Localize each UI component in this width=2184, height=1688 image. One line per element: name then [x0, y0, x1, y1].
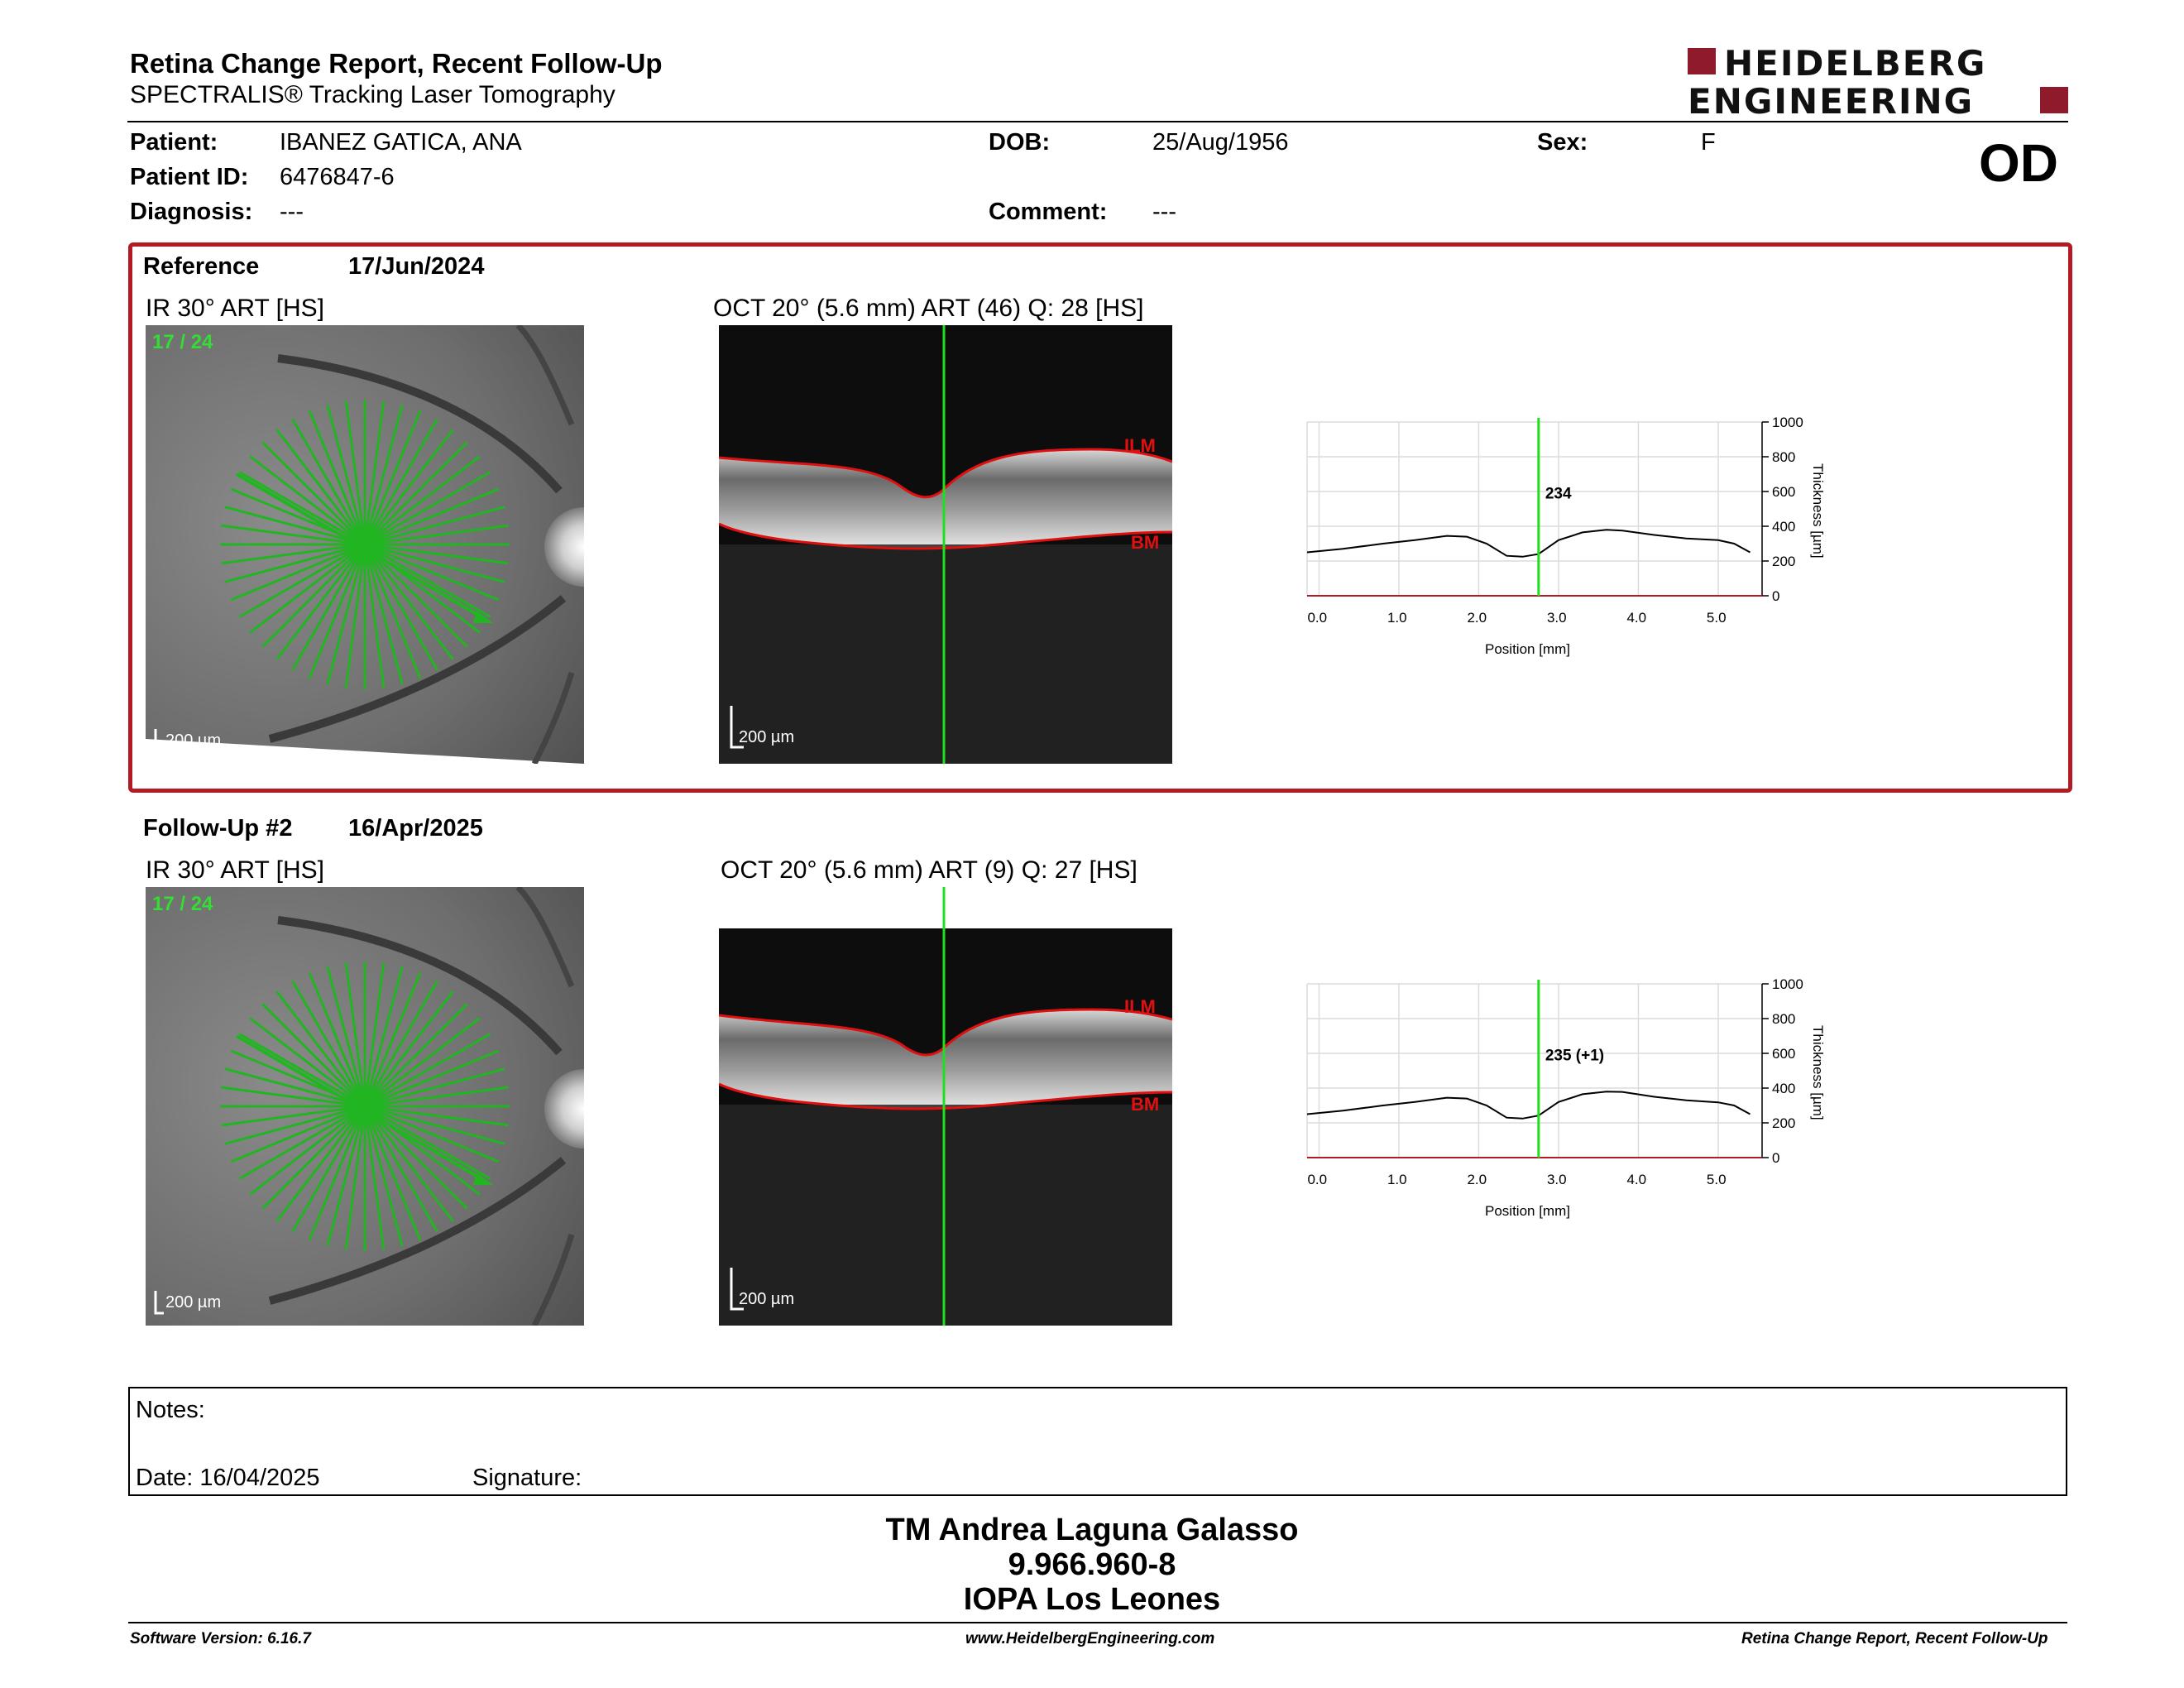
eye-indicator: OD [1979, 133, 2058, 193]
reference-thickness-chart: 1000 800 600 400 200 0 0.0 1.0 2.0 3.0 4.0 5.0 234 Po… [1291, 410, 1853, 674]
y-tick-label: 600 [1772, 484, 1795, 500]
y-tick-label: 1000 [1772, 415, 1803, 430]
x-tick-label: 0.0 [1307, 1172, 1327, 1187]
y-tick-label: 400 [1772, 519, 1795, 535]
reference-ir-scalebar: 200 µm [165, 731, 221, 750]
reference-oct-scalebar: 200 µm [739, 728, 794, 746]
notes-box [128, 1387, 2067, 1496]
x-tick-label: 3.0 [1547, 610, 1567, 626]
patient-id-label: Patient ID: [130, 164, 249, 190]
radial-scan-lines [220, 961, 510, 1251]
cursor-value-label: 234 [1545, 485, 1572, 502]
reference-oct-title: OCT 20° (5.6 mm) ART (46) Q: 28 [HS] [713, 295, 1144, 322]
cursor-value-label: 235 (+1) [1545, 1047, 1604, 1064]
scan-line [221, 524, 509, 565]
y-tick-label: 400 [1772, 1081, 1795, 1096]
reference-ir-image: 17 / 24 200 µm [146, 325, 584, 764]
sex-value: F [1701, 129, 1716, 156]
heidelberg-logo: HEIDELBERG ENGINEERING [1688, 46, 2068, 118]
x-tick-label: 4.0 [1626, 1172, 1646, 1187]
reference-label: Reference [143, 253, 260, 280]
x-tick-label: 3.0 [1547, 1172, 1567, 1187]
patient-label: Patient: [130, 129, 218, 156]
footer-rule [128, 1622, 2067, 1623]
reference-bm-label: BM [1131, 532, 1159, 553]
x-tick-label: 2.0 [1467, 1172, 1487, 1187]
y-tick-label: 800 [1772, 1011, 1795, 1027]
thickness-series-line [1306, 1091, 1751, 1120]
y-tick-label: 0 [1772, 588, 1779, 604]
followup-ilm-label: ILM [1124, 996, 1156, 1017]
footer-report-title: Retina Change Report, Recent Follow-Up [1741, 1630, 2048, 1647]
followup-ir-title: IR 30° ART [HS] [146, 856, 324, 884]
signature-label: Signature: [472, 1465, 582, 1491]
reference-ir-title: IR 30° ART [HS] [146, 295, 324, 322]
followup-bm-label: BM [1131, 1094, 1159, 1115]
y-tick-label: 0 [1772, 1150, 1779, 1166]
sex-label: Sex: [1537, 129, 1588, 156]
scan-line [221, 1086, 509, 1127]
x-tick-label: 5.0 [1707, 1172, 1727, 1187]
followup-ir-scalebar: 200 µm [165, 1293, 221, 1312]
reference-date: 17/Jun/2024 [348, 253, 485, 280]
svg-text:ENGINEERING: ENGINEERING [1688, 81, 1974, 118]
patient-name: IBANEZ GATICA, ANA [280, 129, 522, 156]
followup-ir-image: 17 / 24 200 µm [146, 887, 584, 1326]
x-tick-label: 1.0 [1387, 1172, 1407, 1187]
y-axis-label: Thickness [µm] [1810, 1025, 1826, 1120]
y-axis-label: Thickness [µm] [1810, 463, 1826, 559]
svg-text:HEIDELBERG: HEIDELBERG [1724, 46, 1986, 84]
y-tick-label: 200 [1772, 1115, 1795, 1131]
x-tick-label: 5.0 [1707, 610, 1727, 626]
operator-institution: IOPA Los Leones [963, 1582, 1221, 1617]
followup-scan-counter: 17 / 24 [152, 893, 213, 915]
radial-scan-lines [220, 400, 510, 689]
y-tick-label: 200 [1772, 554, 1795, 569]
y-tick-label: 800 [1772, 449, 1795, 465]
followup-date: 16/Apr/2025 [348, 815, 483, 842]
followup-oct-scalebar: 200 µm [739, 1290, 794, 1308]
x-tick-label: 4.0 [1626, 610, 1646, 626]
report-title: Retina Change Report, Recent Follow-Up [130, 48, 663, 79]
reference-panel [128, 242, 2072, 793]
diagnosis-label: Diagnosis: [130, 199, 253, 225]
followup-thickness-chart: 1000 800 600 400 200 0 0.0 1.0 2.0 3.0 4.0 5.0 235 (… [1291, 971, 1853, 1236]
software-version: Software Version: 6.16.7 [130, 1630, 311, 1647]
website-link[interactable]: www.HeidelbergEngineering.com [965, 1630, 1215, 1647]
reference-ilm-label: ILM [1124, 435, 1156, 456]
notes-label: Notes: [136, 1397, 205, 1423]
report-subtitle: SPECTRALIS® Tracking Laser Tomography [130, 81, 615, 108]
notes-date: Date: 16/04/2025 [136, 1465, 320, 1491]
followup-oct-title: OCT 20° (5.6 mm) ART (9) Q: 27 [HS] [721, 856, 1138, 884]
thickness-series-line [1306, 529, 1751, 558]
comment-label: Comment: [989, 199, 1108, 225]
diagnosis-value: --- [280, 199, 304, 225]
patient-id: 6476847-6 [280, 164, 395, 190]
x-axis-label: Position [mm] [1485, 1203, 1570, 1219]
operator-id: 9.966.960-8 [1008, 1547, 1176, 1582]
comment-value: --- [1152, 199, 1176, 225]
y-tick-label: 1000 [1772, 976, 1803, 992]
followup-oct-bscan: ILM BM 200 µm [719, 887, 1172, 1326]
dob-value: 25/Aug/1956 [1152, 129, 1289, 156]
x-tick-label: 2.0 [1467, 610, 1487, 626]
x-tick-label: 0.0 [1307, 610, 1327, 626]
x-axis-label: Position [mm] [1485, 641, 1570, 657]
y-tick-label: 600 [1772, 1046, 1795, 1062]
followup-label: Follow-Up #2 [143, 815, 293, 842]
dob-label: DOB: [989, 129, 1051, 156]
reference-scan-counter: 17 / 24 [152, 331, 213, 353]
header-rule [127, 121, 2068, 122]
reference-oct-bscan: ILM BM 200 µm [719, 325, 1172, 764]
operator-name: TM Andrea Laguna Galasso [885, 1513, 1299, 1547]
x-tick-label: 1.0 [1387, 610, 1407, 626]
